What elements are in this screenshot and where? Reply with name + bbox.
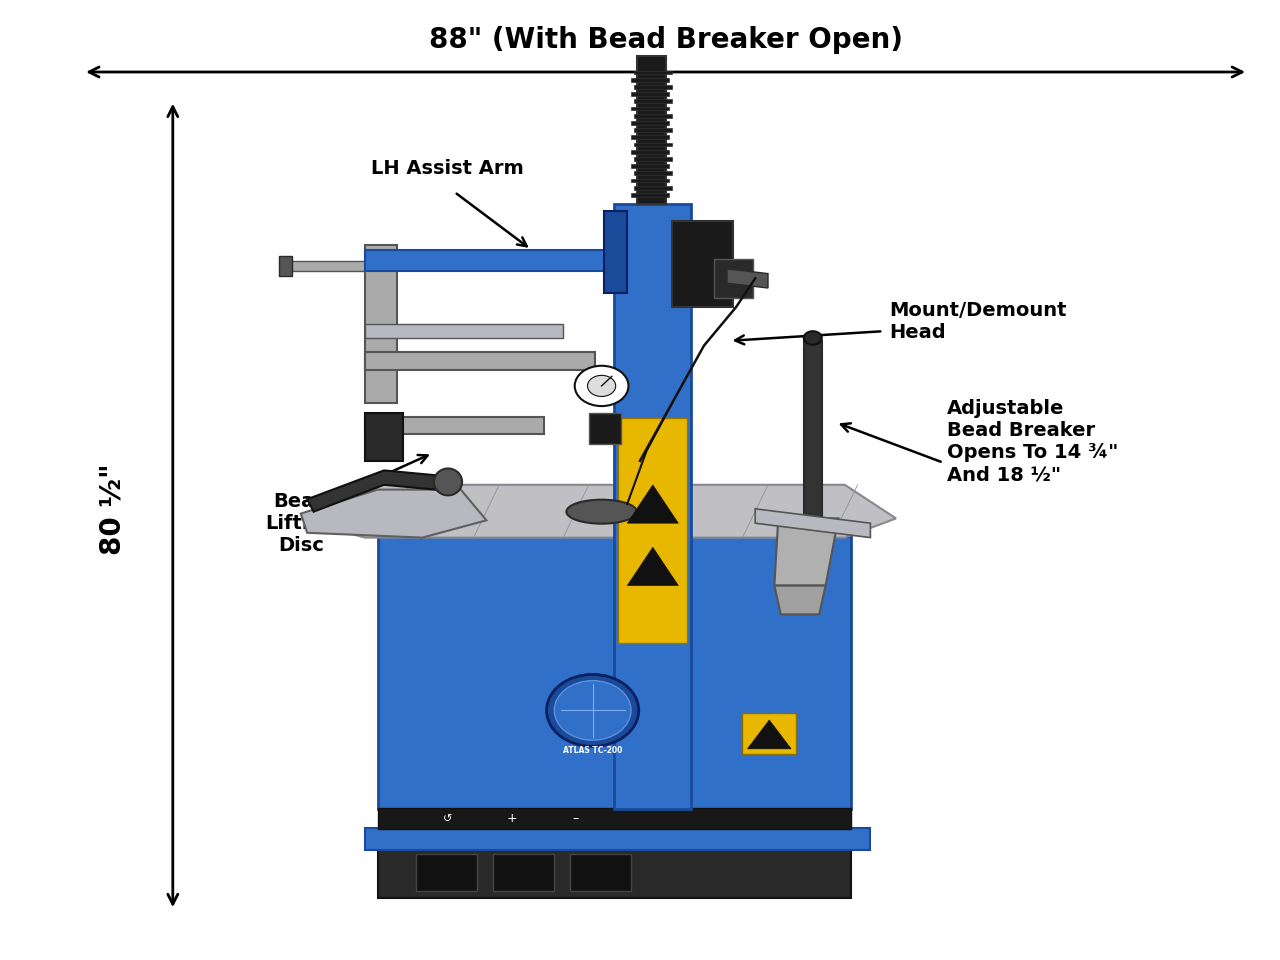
Bar: [631, 107, 669, 110]
Bar: [634, 142, 672, 146]
Ellipse shape: [588, 375, 616, 396]
Bar: [631, 135, 669, 139]
Bar: [365, 250, 627, 271]
Text: 80 ½": 80 ½": [99, 463, 127, 555]
Ellipse shape: [575, 366, 628, 406]
Bar: [378, 536, 851, 809]
Text: +: +: [507, 812, 517, 826]
Bar: [378, 808, 851, 829]
Ellipse shape: [566, 499, 637, 523]
Bar: [634, 186, 672, 190]
Bar: [714, 259, 753, 298]
Bar: [631, 193, 669, 197]
Bar: [378, 845, 851, 898]
Text: Mount/Demount
Head: Mount/Demount Head: [890, 301, 1068, 342]
Bar: [634, 128, 672, 132]
Text: LH Assist Arm: LH Assist Arm: [371, 158, 524, 178]
Text: ATLAS TC-200: ATLAS TC-200: [563, 746, 622, 756]
Bar: [365, 324, 563, 338]
Bar: [493, 854, 554, 891]
Bar: [416, 854, 477, 891]
Bar: [631, 121, 669, 125]
Polygon shape: [627, 547, 678, 586]
Bar: [634, 99, 672, 103]
Bar: [637, 56, 666, 204]
Bar: [631, 164, 669, 168]
Bar: [365, 352, 595, 370]
Polygon shape: [727, 269, 768, 288]
Bar: [631, 92, 669, 96]
Polygon shape: [748, 720, 791, 749]
Bar: [804, 341, 822, 518]
Bar: [614, 204, 691, 809]
Bar: [631, 150, 669, 154]
Polygon shape: [627, 485, 678, 523]
Polygon shape: [755, 509, 870, 538]
Bar: [631, 179, 669, 182]
Polygon shape: [307, 470, 435, 512]
Bar: [634, 113, 672, 117]
Bar: [634, 171, 672, 176]
Bar: [634, 156, 672, 160]
Bar: [365, 828, 870, 850]
Bar: [604, 211, 627, 293]
Polygon shape: [301, 490, 486, 538]
Bar: [279, 256, 292, 276]
Ellipse shape: [554, 681, 631, 740]
Bar: [282, 261, 369, 271]
Polygon shape: [294, 485, 896, 538]
Bar: [365, 417, 544, 434]
Bar: [570, 854, 631, 891]
Polygon shape: [774, 518, 838, 586]
Text: Adjustable
Bead Breaker
Opens To 14 ¾"
And 18 ½": Adjustable Bead Breaker Opens To 14 ¾" A…: [947, 399, 1119, 484]
Bar: [631, 78, 669, 82]
Bar: [618, 418, 687, 643]
Bar: [634, 70, 672, 74]
Bar: [589, 413, 621, 444]
Text: Bead
Lifting
Disc: Bead Lifting Disc: [265, 492, 337, 555]
Ellipse shape: [547, 674, 639, 747]
Bar: [365, 413, 403, 461]
Polygon shape: [774, 586, 826, 614]
Text: ↺: ↺: [443, 814, 453, 824]
Bar: [365, 245, 397, 403]
Ellipse shape: [804, 331, 822, 345]
Bar: [634, 85, 672, 89]
Text: 88" (With Bead Breaker Open): 88" (With Bead Breaker Open): [429, 26, 902, 55]
Bar: [742, 713, 796, 754]
Bar: [672, 221, 733, 307]
Text: –: –: [573, 812, 579, 826]
Ellipse shape: [434, 468, 462, 495]
